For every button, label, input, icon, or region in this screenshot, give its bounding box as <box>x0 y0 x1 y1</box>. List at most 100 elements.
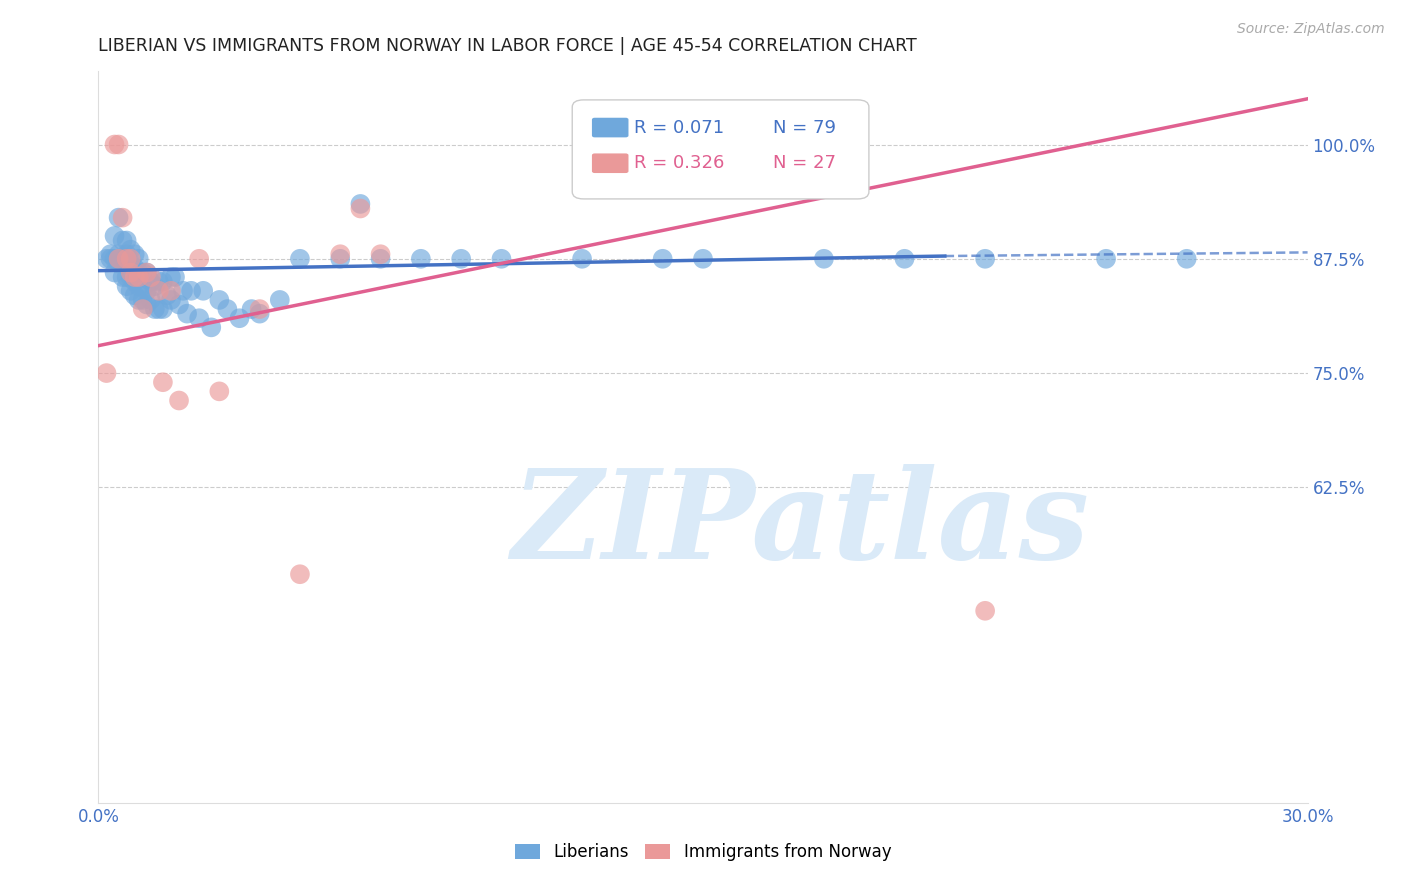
Text: LIBERIAN VS IMMIGRANTS FROM NORWAY IN LABOR FORCE | AGE 45-54 CORRELATION CHART: LIBERIAN VS IMMIGRANTS FROM NORWAY IN LA… <box>98 37 917 54</box>
Point <box>208 384 231 399</box>
Point <box>96 366 118 380</box>
Point <box>115 252 138 266</box>
Point <box>249 307 271 321</box>
Point <box>217 301 239 317</box>
Point <box>450 252 472 266</box>
Point <box>1175 252 1198 266</box>
Point <box>180 284 202 298</box>
Point <box>128 252 150 266</box>
Point <box>135 297 157 311</box>
Point <box>167 297 190 311</box>
Point <box>188 311 211 326</box>
Point <box>974 604 997 618</box>
Point <box>124 288 146 302</box>
Point <box>128 266 150 280</box>
Point <box>139 293 162 307</box>
Point <box>409 252 432 266</box>
Point <box>813 137 835 152</box>
Point <box>120 284 142 298</box>
Point <box>974 252 997 266</box>
Point <box>135 284 157 298</box>
Legend: Liberians, Immigrants from Norway: Liberians, Immigrants from Norway <box>508 837 898 868</box>
Point <box>115 234 138 248</box>
Point <box>176 307 198 321</box>
Point <box>148 301 170 317</box>
Point <box>228 311 250 326</box>
Point <box>132 301 155 317</box>
Point <box>111 211 134 225</box>
Point <box>288 252 311 266</box>
Point <box>571 165 593 179</box>
Point <box>156 288 179 302</box>
Point <box>111 252 134 266</box>
Point <box>329 252 352 266</box>
Point <box>269 293 291 307</box>
Point <box>132 266 155 280</box>
Point <box>188 252 211 266</box>
Point <box>349 197 371 211</box>
Point <box>120 252 142 266</box>
Point <box>132 293 155 307</box>
Point <box>120 243 142 257</box>
Point <box>100 252 122 266</box>
Point <box>103 266 125 280</box>
Point <box>370 247 392 261</box>
Point <box>329 247 352 261</box>
Point <box>143 279 166 293</box>
Point <box>200 320 222 334</box>
Text: ZIPatlas: ZIPatlas <box>510 464 1088 586</box>
Point <box>103 252 125 266</box>
Point <box>571 252 593 266</box>
Point <box>163 270 186 285</box>
Point <box>128 279 150 293</box>
Point <box>349 202 371 216</box>
Point <box>115 279 138 293</box>
Text: R = 0.326: R = 0.326 <box>634 154 724 172</box>
Text: R = 0.071: R = 0.071 <box>634 119 724 136</box>
Point <box>148 284 170 298</box>
Point <box>160 270 183 285</box>
Point <box>100 247 122 261</box>
Text: N = 27: N = 27 <box>773 154 837 172</box>
Point <box>152 275 174 289</box>
Point <box>167 393 190 408</box>
Point <box>139 275 162 289</box>
Point <box>111 234 134 248</box>
Point <box>115 247 138 261</box>
Text: Source: ZipAtlas.com: Source: ZipAtlas.com <box>1237 22 1385 37</box>
Point <box>107 256 129 270</box>
Point <box>893 252 915 266</box>
Point <box>115 270 138 285</box>
Point <box>152 301 174 317</box>
Point <box>249 301 271 317</box>
Point <box>288 567 311 582</box>
Point <box>115 256 138 270</box>
Point <box>103 137 125 152</box>
Point <box>128 270 150 285</box>
Point <box>132 279 155 293</box>
Point <box>152 376 174 390</box>
Point <box>124 275 146 289</box>
Point <box>135 266 157 280</box>
Point <box>208 293 231 307</box>
Point <box>107 211 129 225</box>
Point <box>128 293 150 307</box>
Point <box>139 270 162 285</box>
Point <box>96 252 118 266</box>
Point <box>111 270 134 285</box>
Point <box>107 252 129 266</box>
Point <box>107 137 129 152</box>
Point <box>135 266 157 280</box>
Point <box>120 270 142 285</box>
Point <box>240 301 263 317</box>
Point <box>111 256 134 270</box>
Point <box>107 247 129 261</box>
Point <box>124 247 146 261</box>
Point <box>148 275 170 289</box>
Point <box>107 252 129 266</box>
Point <box>124 270 146 285</box>
Point <box>160 284 183 298</box>
Point <box>1095 252 1118 266</box>
Point <box>172 284 194 298</box>
Point <box>160 293 183 307</box>
